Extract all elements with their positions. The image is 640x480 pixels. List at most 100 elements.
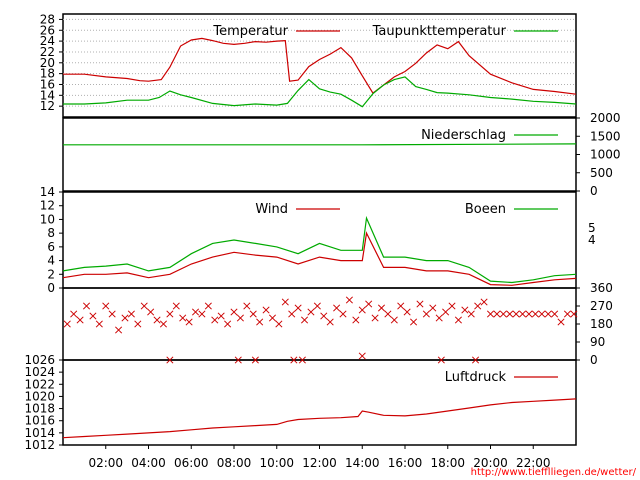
pressure-ytick-label: 1014 bbox=[24, 426, 55, 440]
wind-direction-point bbox=[82, 302, 91, 310]
wind-direction-point bbox=[506, 310, 514, 318]
wind-direction-point bbox=[300, 316, 309, 324]
wind-direction-point bbox=[461, 306, 469, 314]
wind-direction-point bbox=[70, 310, 78, 318]
x-tick-label: 04:00 bbox=[131, 456, 166, 470]
wind-direction-point bbox=[172, 302, 180, 310]
wind-direction-point bbox=[198, 310, 206, 318]
wind-direction-point bbox=[333, 304, 341, 312]
wind-ytick-label: 10 bbox=[40, 212, 55, 226]
precipitation-legend-label: Niederschlag bbox=[421, 128, 506, 143]
wind-direction-point bbox=[422, 310, 430, 318]
wind-series-2-line bbox=[62, 215, 577, 284]
wind-direction-point bbox=[493, 310, 501, 318]
wind-direction-point bbox=[474, 302, 482, 310]
wind-direction-point bbox=[429, 304, 437, 312]
wind-ytick-label: 6 bbox=[47, 240, 55, 254]
wind-direction-point bbox=[384, 310, 392, 318]
wind-direction-point bbox=[499, 310, 507, 318]
x-tick-label: 16:00 bbox=[388, 456, 423, 470]
wind-direction-point bbox=[115, 326, 123, 334]
wind-direction-ytick-label: 90 bbox=[590, 335, 605, 349]
wind-direction-point bbox=[243, 302, 251, 310]
wind-direction-point bbox=[339, 310, 347, 318]
x-tick-label: 08:00 bbox=[217, 456, 252, 470]
pressure-legend-label: Luftdruck bbox=[445, 370, 507, 385]
wind-ytick-label: 8 bbox=[47, 226, 55, 240]
pressure-ytick-label: 1020 bbox=[24, 389, 55, 403]
wind-direction-point bbox=[454, 316, 462, 324]
wind-direction-point bbox=[290, 356, 298, 364]
wind-right-tick-label: 4 bbox=[588, 233, 596, 247]
wind-direction-point bbox=[89, 312, 97, 320]
x-tick-label: 18:00 bbox=[430, 456, 465, 470]
temperature-ytick-label: 12 bbox=[40, 99, 55, 113]
wind-direction-ytick-label: 180 bbox=[590, 317, 613, 331]
wind-direction-point bbox=[166, 310, 174, 318]
temperature-series-2-line bbox=[63, 76, 577, 108]
wind-direction-point bbox=[224, 320, 232, 328]
x-tick-label: 02:00 bbox=[88, 456, 123, 470]
wind-direction-ytick-label: 0 bbox=[590, 353, 598, 367]
wind-direction-point bbox=[185, 318, 193, 326]
wind-ytick-label: 2 bbox=[47, 267, 55, 281]
wind-direction-point bbox=[236, 314, 244, 322]
x-tick-label: 14:00 bbox=[345, 456, 380, 470]
wind-direction-point bbox=[262, 306, 270, 314]
wind-direction-point bbox=[234, 356, 242, 364]
wind-direction-point bbox=[256, 318, 264, 326]
pressure-ytick-label: 1024 bbox=[24, 365, 55, 379]
wind-direction-point bbox=[121, 314, 129, 322]
wind-direction-ytick-label: 360 bbox=[590, 281, 613, 295]
wind-direction-point bbox=[442, 308, 450, 316]
wind-ytick-label: 0 bbox=[47, 281, 55, 295]
wind-direction-point bbox=[147, 308, 155, 316]
wind-direction-point bbox=[95, 320, 103, 328]
wind-series-1-line bbox=[62, 231, 577, 286]
pressure-ytick-label: 1018 bbox=[24, 402, 55, 416]
credit-link[interactable]: http://www.tiefflliegen.de/wetter/ bbox=[471, 467, 637, 478]
wind-legend-label: Wind bbox=[255, 202, 288, 217]
wind-direction-point bbox=[467, 310, 475, 318]
wind-direction-point bbox=[471, 356, 480, 364]
wind-direction-point bbox=[275, 320, 283, 328]
precipitation-ytick-label: 1500 bbox=[590, 129, 621, 143]
wind-direction-point bbox=[557, 318, 565, 326]
temperature-ytick-label: 18 bbox=[40, 67, 55, 81]
wind-direction-point bbox=[281, 298, 289, 306]
precipitation-ytick-label: 1000 bbox=[590, 148, 621, 162]
pressure-series-1-line bbox=[62, 398, 577, 439]
temperature-ytick-label: 16 bbox=[40, 77, 55, 91]
wind-direction-point bbox=[159, 320, 168, 328]
wind-direction-point bbox=[108, 310, 116, 318]
temperature-legend-label: Temperatur bbox=[212, 24, 288, 39]
wind-direction-point bbox=[63, 320, 71, 328]
wind-direction-point bbox=[249, 310, 257, 318]
wind-direction-point bbox=[166, 356, 174, 364]
wind-direction-point bbox=[519, 310, 527, 318]
wind-legend-label: Boeen bbox=[465, 202, 506, 217]
wind-direction-point bbox=[102, 302, 110, 310]
wind-direction-frame bbox=[62, 287, 577, 361]
wind-direction-point bbox=[358, 352, 366, 360]
wind-direction-point bbox=[251, 356, 259, 364]
wind-direction-point bbox=[127, 310, 135, 318]
temperature-ytick-label: 20 bbox=[40, 56, 55, 70]
wind-direction-point bbox=[403, 308, 411, 316]
wind-direction-point bbox=[352, 316, 360, 324]
wind-ytick-label: 12 bbox=[40, 199, 55, 213]
x-tick-label: 10:00 bbox=[259, 456, 294, 470]
temperature-ytick-label: 24 bbox=[40, 34, 55, 48]
wind-direction-point bbox=[377, 304, 386, 312]
wind-ytick-label: 4 bbox=[47, 254, 55, 268]
wind-direction-point bbox=[563, 310, 572, 318]
precipitation-ytick-label: 500 bbox=[590, 166, 613, 180]
wind-direction-point bbox=[409, 318, 418, 326]
wind-direction-point bbox=[153, 316, 161, 324]
wind-direction-point bbox=[531, 310, 539, 318]
wind-direction-point bbox=[217, 312, 225, 320]
wind-direction-point bbox=[313, 302, 321, 310]
wind-direction-point bbox=[191, 308, 200, 316]
